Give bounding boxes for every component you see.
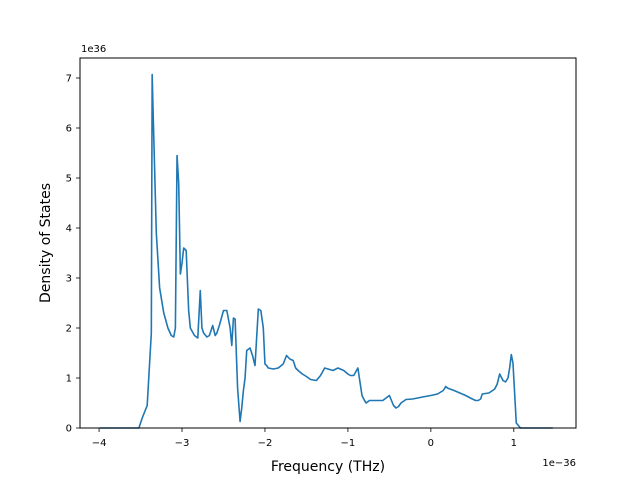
- y-tick-label: 5: [66, 174, 72, 185]
- y-tick-label: 3: [66, 274, 72, 285]
- dos-series-line: [99, 73, 553, 429]
- y-tick-label: 2: [66, 324, 72, 335]
- y-tick-label: 0: [66, 424, 72, 435]
- y-tick-label: 1: [66, 374, 72, 385]
- plot-line-layer: [99, 73, 553, 429]
- y-tick-label: 6: [66, 124, 72, 135]
- x-offset-text: 1e−36: [542, 458, 576, 469]
- y-tick-label: 7: [66, 74, 72, 85]
- y-offset-text: 1e36: [81, 44, 106, 55]
- axes-frame: [79, 57, 577, 429]
- x-axis: −4 −3 −2 −1 0 1: [92, 428, 517, 449]
- y-axis: 0 1 2 3 4 5 6 7: [66, 74, 80, 435]
- x-tick-label: 1: [511, 438, 517, 449]
- x-axis-title: Frequency (THz): [271, 459, 385, 475]
- y-tick-label: 4: [66, 224, 72, 235]
- x-tick-label: −3: [175, 438, 190, 449]
- y-axis-title: Density of States: [38, 183, 54, 303]
- x-tick-label: −1: [341, 438, 356, 449]
- x-tick-label: 0: [428, 438, 434, 449]
- x-tick-label: −4: [92, 438, 107, 449]
- x-tick-label: −2: [258, 438, 273, 449]
